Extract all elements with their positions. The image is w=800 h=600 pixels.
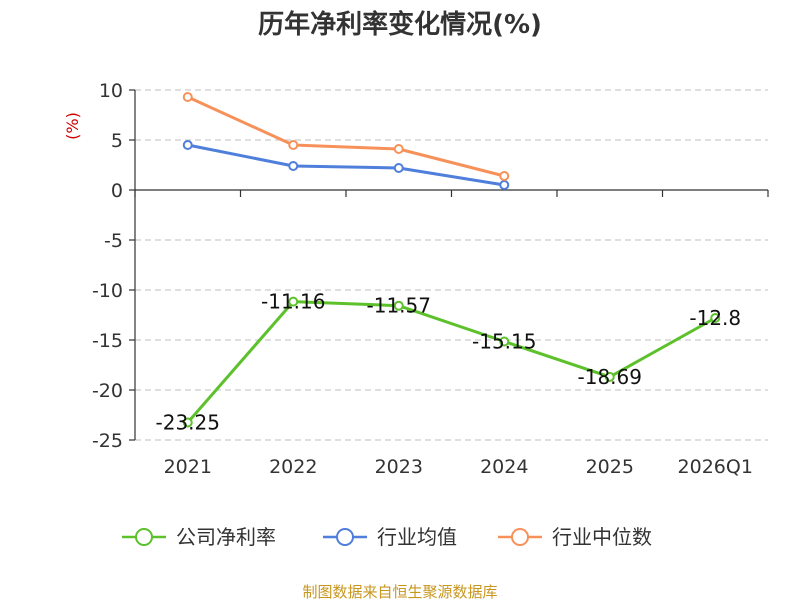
data-point: [182, 417, 193, 428]
x-tick-label: 2024: [480, 456, 528, 478]
series-1: [182, 140, 510, 190]
legend[interactable]: 公司净利率 行业均值 行业中位数: [122, 525, 652, 549]
data-label: -11.57: [367, 294, 431, 318]
chart-title: 历年净利率变化情况(%): [258, 9, 542, 40]
x-tick-label: 2026Q1: [678, 456, 753, 478]
data-point: [393, 144, 404, 154]
data-point: [182, 140, 193, 150]
grid-lines: [135, 89, 768, 441]
legend-marker: [336, 528, 354, 546]
x-tick-label: 2025: [586, 456, 634, 478]
y-tick-label: -10: [92, 280, 123, 302]
y-tick-label: -5: [104, 230, 123, 252]
series-line: [187, 95, 505, 178]
y-tick-label: -25: [92, 430, 123, 452]
x-tick-label: 2022: [269, 456, 317, 478]
legend-label: 行业均值: [377, 525, 457, 549]
series-lines: [182, 92, 721, 428]
x-tick-label: 2023: [375, 456, 423, 478]
legend-marker: [135, 528, 153, 546]
legend-label: 行业中位数: [552, 525, 652, 549]
series-line: [187, 143, 505, 187]
data-point: [499, 171, 510, 181]
data-point: [499, 336, 510, 347]
y-tick-label: 0: [111, 180, 123, 202]
data-label: -23.25: [156, 411, 220, 435]
legend-item[interactable]: 行业中位数: [498, 525, 652, 549]
x-tick-labels: 2021 2022 2023 2024 2025 2026Q1: [164, 456, 753, 478]
x-tick-label: 2021: [164, 456, 212, 478]
data-point: [499, 180, 510, 190]
y-tick-label: -15: [92, 330, 123, 352]
data-label: -18.69: [578, 365, 642, 389]
y-tick-label: -20: [92, 380, 123, 402]
data-point: [182, 92, 193, 102]
data-point: [393, 300, 404, 311]
data-point: [393, 163, 404, 173]
data-point: [288, 140, 299, 150]
source-note: 制图数据来自恒生聚源数据库: [302, 583, 497, 600]
series-0: [182, 296, 721, 428]
series-2: [182, 92, 510, 181]
data-labels: -23.25 -11.16 -11.57 -15.15 -18.69 -12.8: [156, 290, 742, 435]
legend-item[interactable]: 行业均值: [323, 525, 457, 549]
data-point: [604, 371, 615, 382]
axes: [129, 89, 769, 441]
legend-label: 公司净利率: [176, 525, 276, 549]
data-label: -12.8: [689, 306, 741, 330]
legend-item[interactable]: 公司净利率: [122, 525, 276, 549]
data-label: -11.16: [261, 290, 325, 314]
y-axis-unit: (%): [63, 112, 82, 140]
data-point: [288, 161, 299, 171]
data-label: -15.15: [472, 330, 536, 354]
legend-marker: [511, 528, 529, 546]
y-tick-label: 5: [111, 130, 123, 152]
y-tick-labels: 10 5 0 -5 -10 -15 -20 -25: [92, 80, 123, 452]
y-tick-label: 10: [99, 80, 123, 102]
data-point: [288, 296, 299, 307]
series-line: [186, 300, 716, 424]
data-point: [710, 313, 721, 323]
